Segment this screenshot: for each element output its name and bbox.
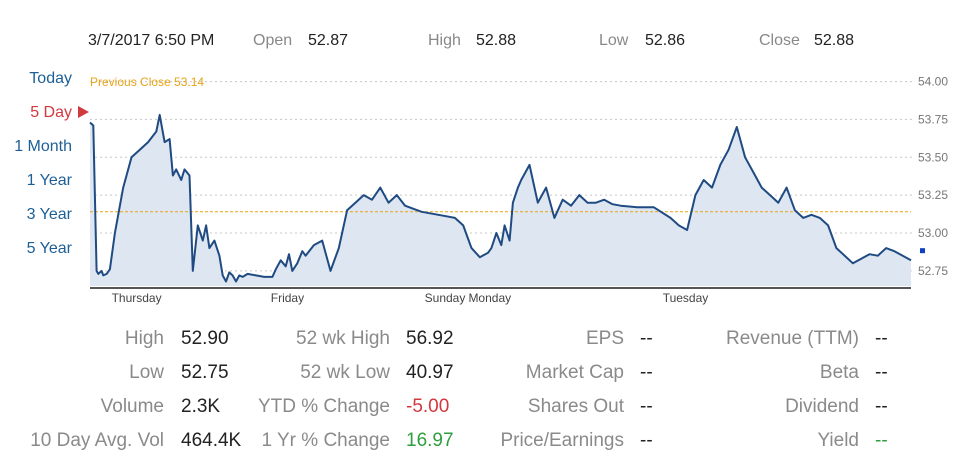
x-axis-ticks: Thursday Friday Sunday Monday Tuesday [112,291,709,305]
stat-low-label: Low [129,362,164,383]
range-tab-1-month[interactable]: 1 Month [14,138,72,155]
range-tab-today[interactable]: Today [29,70,72,87]
x-tick-label: Monday [468,291,511,305]
range-tab-5-year[interactable]: 5 Year [26,240,72,257]
stat-dividend-value: -- [875,396,888,417]
stat-1yr-change-value: 16.97 [406,430,454,451]
x-tick-label: Thursday [112,291,162,305]
x-tick-label: Sunday [425,291,466,305]
y-tick-label: 52.75 [918,264,948,278]
stat-volume-value: 2.3K [181,396,221,417]
stat-shares-out-value: -- [640,396,653,417]
y-axis-ticks: 54.00 53.75 53.50 53.25 53.00 52.75 [918,75,948,278]
stat-52wk-low-label: 52 wk Low [300,362,390,383]
close-label: Close [759,32,800,49]
active-range-marker-icon [78,106,89,118]
stat-avg-vol-value: 464.4K [181,430,242,451]
ohlc-header: 3/7/2017 6:50 PM Open 52.87 High 52.88 L… [0,32,957,54]
stat-market-cap-label: Market Cap [525,362,624,383]
range-tab-5-day[interactable]: 5 Day [30,104,72,121]
stat-52wk-low-value: 40.97 [406,362,454,383]
low-value: 52.86 [645,32,686,49]
stat-yield-label: Yield [817,430,859,451]
stat-revenue-label: Revenue (TTM) [725,328,859,349]
quote-datetime: 3/7/2017 6:50 PM [88,32,215,49]
range-tab-1-year[interactable]: 1 Year [26,172,72,189]
high-value: 52.88 [476,32,517,49]
stat-beta-label: Beta [819,362,859,383]
price-area-fill [90,114,911,287]
price-chart[interactable]: Previous Close 53.14 54.00 53.75 53.50 53.2… [0,60,957,310]
close-value: 52.88 [814,32,855,49]
stat-yield-value: -- [875,430,888,451]
stat-pe-label: Price/Earnings [500,430,624,451]
low-label: Low [599,32,629,49]
stat-ytd-change-value: -5.00 [406,396,450,417]
y-tick-label: 53.50 [918,150,948,164]
stat-eps-value: -- [640,328,653,349]
stat-shares-out-label: Shares Out [527,396,624,417]
x-tick-label: Friday [271,291,304,305]
stat-pe-value: -- [640,430,653,451]
open-label: Open [253,32,293,49]
stat-low-value: 52.75 [181,362,229,383]
range-tab-3-year[interactable]: 3 Year [26,206,72,223]
stats-panel: High 52.90 Low 52.75 Volume 2.3K 10 Day … [0,328,957,458]
x-tick-label: Tuesday [663,291,709,305]
stat-avg-vol-label: 10 Day Avg. Vol [30,430,164,451]
previous-close-label: Previous Close 53.14 [90,75,204,89]
last-price-marker [920,248,925,254]
y-tick-label: 53.75 [918,112,948,126]
open-value: 52.87 [308,32,349,49]
stat-market-cap-value: -- [640,362,653,383]
high-label: High [428,32,461,49]
y-tick-label: 53.25 [918,188,948,202]
stat-beta-value: -- [875,362,888,383]
stat-high-value: 52.90 [181,328,229,349]
stat-high-label: High [124,328,164,349]
y-tick-label: 54.00 [918,75,948,89]
stat-volume-label: Volume [100,396,164,417]
stat-ytd-change-label: YTD % Change [257,396,390,417]
stat-52wk-high-label: 52 wk High [296,328,390,349]
stat-revenue-value: -- [875,328,888,349]
stat-1yr-change-label: 1 Yr % Change [261,430,390,451]
stat-eps-label: EPS [585,328,624,349]
y-tick-label: 53.00 [918,226,948,240]
stat-52wk-high-value: 56.92 [406,328,454,349]
stat-dividend-label: Dividend [785,396,859,417]
price-series-line [89,113,912,283]
